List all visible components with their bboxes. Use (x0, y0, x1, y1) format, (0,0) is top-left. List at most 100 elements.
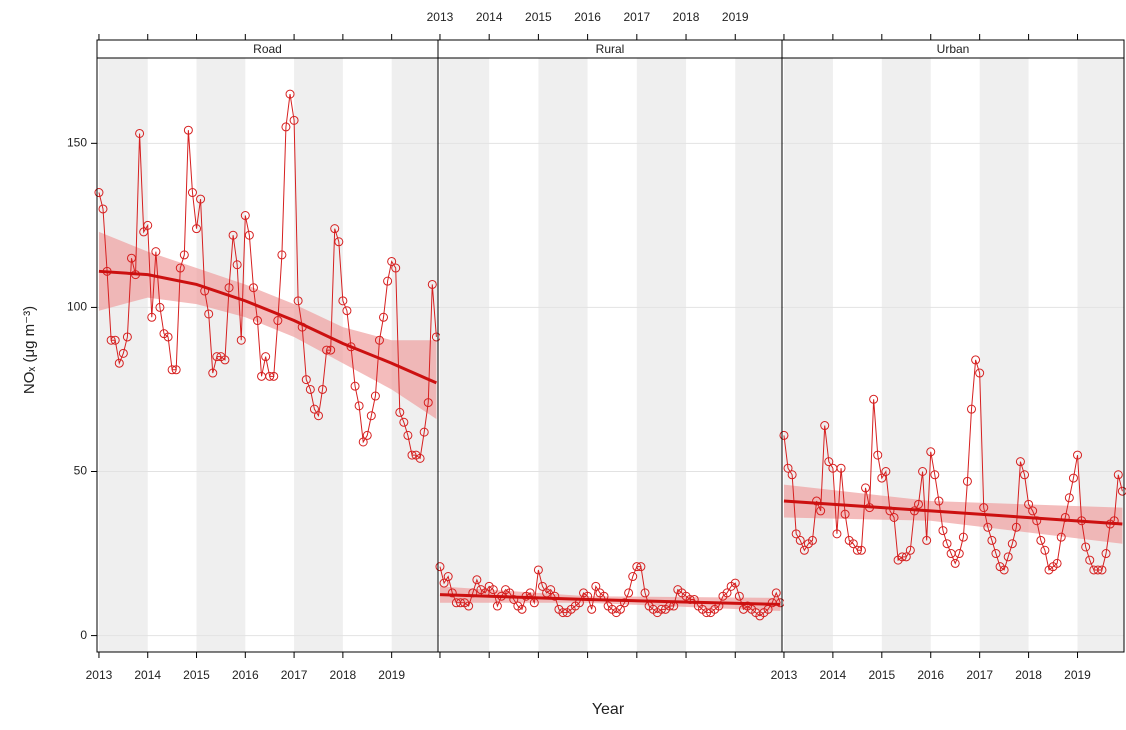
data-point (787, 470, 797, 480)
data-point (187, 188, 197, 198)
data-point (301, 375, 311, 385)
y-tick-label: 0 (80, 628, 87, 642)
data-point (533, 565, 543, 575)
data-point (1097, 565, 1107, 575)
data-point (403, 430, 413, 440)
data-point (812, 496, 822, 506)
data-point (305, 384, 315, 394)
data-point (212, 352, 222, 362)
data-point (423, 398, 433, 408)
year-band (439, 58, 490, 652)
data-point (1056, 532, 1066, 542)
x-tick-label: 2018 (673, 10, 700, 24)
data-point (232, 260, 242, 270)
data-point (407, 450, 417, 460)
x-tick-label: 2015 (525, 10, 552, 24)
data-point (999, 565, 1009, 575)
data-point (122, 332, 132, 342)
x-tick-label: 2018 (1015, 668, 1042, 682)
data-point (163, 332, 173, 342)
data-point (374, 335, 384, 345)
data-point (856, 545, 866, 555)
trend-line (439, 593, 781, 606)
data-point (269, 371, 279, 381)
data-point (930, 470, 940, 480)
data-point (342, 306, 352, 316)
year-band (1077, 58, 1124, 652)
data-point (954, 549, 964, 559)
strip (781, 39, 1125, 59)
data-point (309, 404, 319, 414)
data-point (1007, 539, 1017, 549)
data-point (966, 404, 976, 414)
data-point (415, 453, 425, 463)
x-tick-label: 2016 (232, 668, 259, 682)
data-point (1073, 450, 1083, 460)
data-point (1064, 493, 1074, 503)
data-point (175, 263, 185, 273)
data-point (383, 276, 393, 286)
year-band (783, 58, 833, 652)
x-tick-label: 2017 (623, 10, 650, 24)
data-point (1085, 555, 1095, 565)
data-point (492, 601, 502, 611)
data-point (399, 417, 409, 427)
data-point (869, 394, 879, 404)
confidence-band (783, 484, 1123, 544)
data-point (958, 532, 968, 542)
data-point (950, 558, 960, 568)
data-point (289, 115, 299, 125)
data-point (472, 575, 482, 585)
year-band (98, 58, 148, 652)
x-tick-label: 2015 (183, 668, 210, 682)
data-point (591, 581, 601, 591)
year-band (735, 58, 782, 652)
data-point (926, 447, 936, 457)
data-point (118, 348, 128, 358)
data-point (183, 125, 193, 135)
x-tick-label: 2019 (1064, 668, 1091, 682)
data-point (240, 211, 250, 221)
data-point (151, 247, 161, 257)
year-band (538, 58, 588, 652)
data-point (330, 224, 340, 234)
data-point (1117, 486, 1126, 496)
x-tick-label: 2013 (86, 668, 113, 682)
data-point (922, 535, 932, 545)
data-point (273, 316, 283, 326)
data-point (106, 335, 116, 345)
data-point (395, 407, 405, 417)
data-point (322, 345, 332, 355)
data-point (236, 335, 246, 345)
x-tick-label: 2014 (476, 10, 503, 24)
x-tick-label: 2018 (330, 668, 357, 682)
data-point (354, 401, 364, 411)
data-point (820, 421, 830, 431)
x-tick-label: 2013 (771, 668, 798, 682)
x-tick-label: 2013 (427, 10, 454, 24)
x-tick-label: 2016 (917, 668, 944, 682)
data-point (824, 457, 834, 467)
data-point (318, 384, 328, 394)
x-tick-label: 2017 (281, 668, 308, 682)
data-point (171, 365, 181, 375)
data-point (624, 588, 634, 598)
data-point (807, 535, 817, 545)
strip-title: Rural (596, 42, 625, 56)
data-point (293, 296, 303, 306)
data-point (155, 302, 165, 312)
x-tick-label: 2015 (868, 668, 895, 682)
data-point (979, 503, 989, 513)
data-point (971, 355, 981, 365)
data-point (628, 572, 638, 582)
data-point (881, 467, 891, 477)
y-tick-label: 150 (67, 135, 87, 149)
data-point (783, 463, 793, 473)
data-point (852, 545, 862, 555)
data-point (587, 604, 597, 614)
data-point (488, 585, 498, 595)
data-point (338, 296, 348, 306)
data-point (244, 230, 254, 240)
data-point (991, 549, 1001, 559)
data-point (558, 608, 568, 618)
